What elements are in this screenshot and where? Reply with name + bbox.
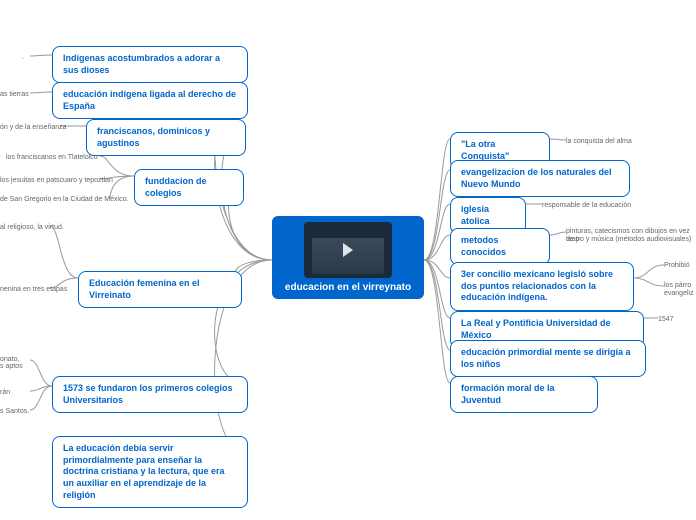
center-node[interactable]: educacion en el virreynato <box>272 216 424 299</box>
branch-node[interactable]: evangelizacion de los naturales del Nuev… <box>450 160 630 197</box>
sub-label: al religioso, la virtud. <box>0 224 64 232</box>
sub-label: los jesuitas en patscuaro y tepoztlan <box>0 177 113 185</box>
branch-node[interactable]: 3er concilio mexicano legisló sobre dos … <box>450 262 634 311</box>
sub-label: nenina en tres etapas <box>0 286 67 294</box>
branch-node[interactable]: franciscanos, dominicos y agustinos <box>86 119 246 156</box>
sub-label: la conquista del alma <box>566 138 632 146</box>
sub-label: de San Gregorio en la Ciudad de México. <box>0 196 128 204</box>
sub-label: ón y de la enseñanza <box>0 124 67 132</box>
branch-node[interactable]: funddacion de colegios <box>134 169 244 206</box>
branch-node[interactable]: educación primordial mente se dirigía a … <box>450 340 646 377</box>
branch-node[interactable]: Indígenas acostumbrados a adorar a sus d… <box>52 46 248 83</box>
sub-label: evangeliz <box>664 290 694 298</box>
sub-label: responsable de la educación <box>542 202 631 210</box>
branch-node[interactable]: formación moral de la Juventud <box>450 376 598 413</box>
mindmap-canvas: educacion en el virreynato Indígenas aco… <box>0 0 696 520</box>
sub-label: los franciscanos en Tlatelolco <box>6 154 98 162</box>
branch-node[interactable]: La educación debía servir primordialment… <box>52 436 248 508</box>
sub-label: . <box>22 54 24 62</box>
center-video-thumb[interactable] <box>304 222 392 278</box>
branch-node[interactable]: Educación femenina en el Virreinato <box>78 271 242 308</box>
sub-label: 1547 <box>658 316 674 324</box>
sub-label: rán <box>0 389 10 397</box>
sub-label: teatro y música (métodos audiovisuales) <box>566 236 691 244</box>
center-title: educacion en el virreynato <box>278 282 418 293</box>
sub-label: s aptos <box>0 363 23 371</box>
sub-label: as tierras <box>0 91 29 99</box>
branch-node[interactable]: metodos conocidos <box>450 228 550 265</box>
sub-label: s Santos. <box>0 408 29 416</box>
branch-node[interactable]: 1573 se fundaron los primeros colegios U… <box>52 376 248 413</box>
branch-node[interactable]: educación indígena ligada al derecho de … <box>52 82 248 119</box>
sub-label: Prohibió <box>664 262 690 270</box>
